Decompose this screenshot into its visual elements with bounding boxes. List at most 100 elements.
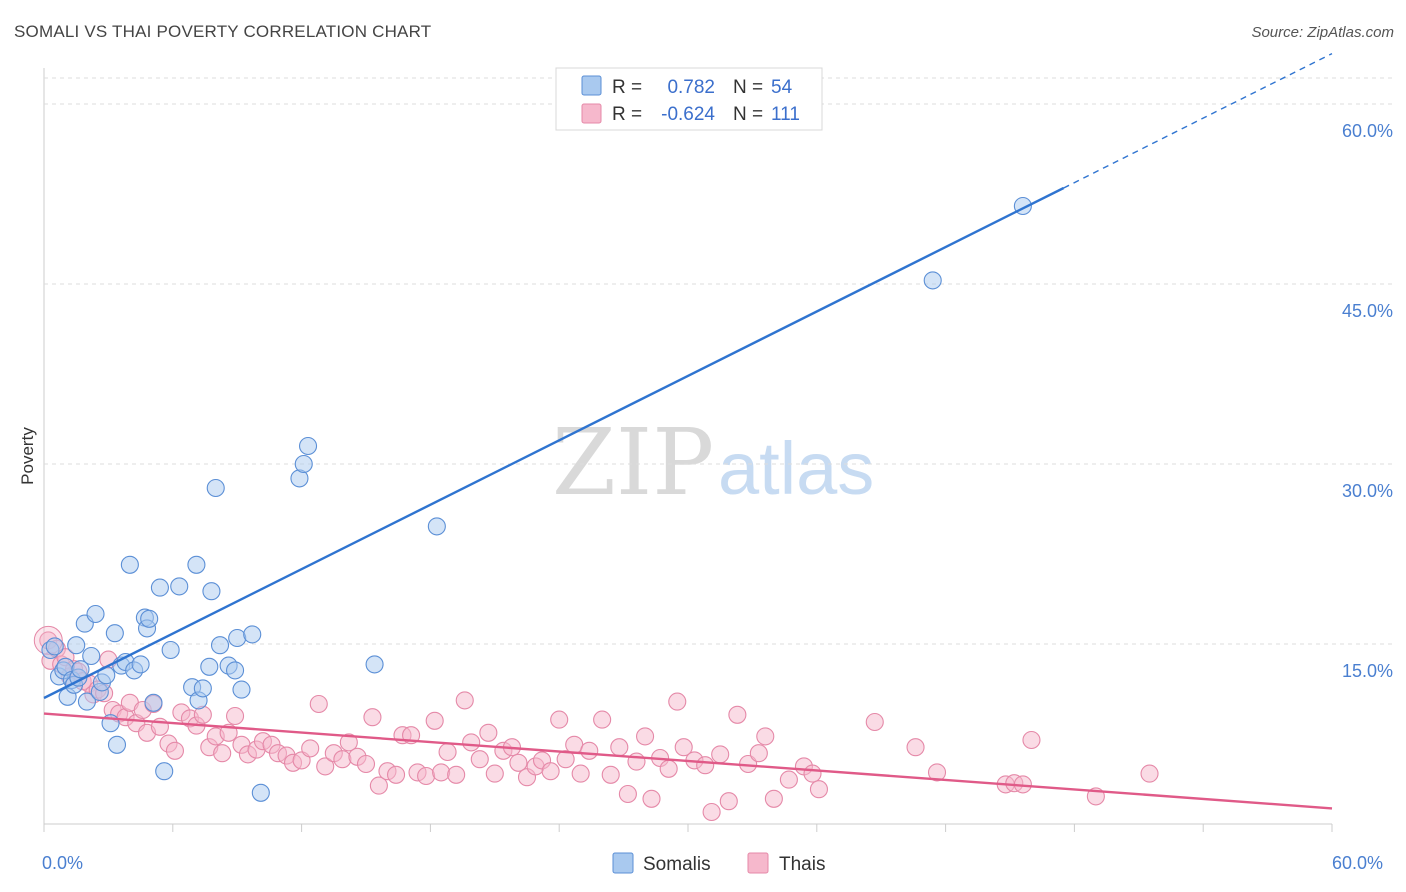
thai-point: [309, 694, 328, 714]
somali-point: [228, 628, 247, 648]
thais-legend-label: Thais: [779, 854, 825, 875]
thai-point: [749, 744, 768, 763]
somali-point: [202, 582, 221, 601]
thai-point: [438, 742, 457, 762]
thai-n-label: N =: [733, 104, 763, 125]
somali-n-label: N =: [733, 77, 763, 98]
thai-point: [601, 765, 620, 784]
somali-point: [86, 604, 105, 624]
somalis-legend-swatch: [612, 852, 634, 874]
thai-point: [659, 759, 678, 778]
thai-point: [226, 706, 245, 726]
trendlines: [43, 52, 1333, 810]
somali-point: [150, 578, 169, 597]
thai-point: [593, 710, 612, 729]
somali-point: [107, 735, 127, 754]
y-tick-label: 60.0%: [1342, 121, 1393, 141]
thai-point: [316, 757, 335, 776]
somali-point: [251, 783, 270, 802]
thai-point: [779, 770, 798, 789]
thai-legend-swatch: [581, 103, 602, 124]
somali-r-label: R =: [612, 77, 642, 98]
somali-point: [105, 624, 124, 643]
thai-n-value: 111: [771, 104, 800, 125]
thai-point: [803, 764, 822, 783]
somali-legend-swatch: [581, 75, 602, 96]
somali-trendline: [43, 186, 1065, 700]
thai-point: [485, 764, 504, 783]
somali-point: [365, 655, 384, 674]
somalis-legend-label: Somalis: [643, 854, 711, 875]
watermark-zip: ZIP: [552, 409, 714, 516]
thai-point: [556, 750, 575, 769]
somali-point: [187, 555, 206, 574]
thai-point: [565, 735, 584, 754]
y-tick-label: 45.0%: [1342, 301, 1393, 321]
thai-r-label: R =: [612, 104, 642, 125]
thai-point: [550, 710, 569, 729]
thai-point: [927, 763, 947, 782]
thai-point: [696, 756, 715, 775]
thai-point: [1140, 764, 1159, 783]
thai-point: [447, 765, 466, 784]
somali-point: [206, 478, 225, 498]
thai-point: [165, 741, 184, 760]
thai-point: [906, 738, 925, 757]
thai-point: [756, 727, 775, 746]
somali-point: [294, 454, 313, 474]
thai-point: [636, 727, 655, 746]
somali-point: [144, 693, 163, 712]
thai-point: [462, 733, 481, 752]
thai-point: [580, 741, 599, 760]
thai-point: [728, 705, 747, 724]
thai-point: [668, 692, 687, 711]
somali-n-value: 54: [771, 77, 793, 98]
thai-point: [339, 733, 358, 752]
somali-point: [210, 636, 230, 655]
thai-point: [509, 753, 528, 772]
thai-points: [33, 625, 1159, 822]
somali-point: [161, 640, 180, 660]
source-credit: Source: ZipAtlas.com: [1251, 24, 1394, 41]
somali-trendline-extension: [1063, 52, 1333, 189]
somali-point: [140, 609, 159, 628]
x-tick-label-max: 60.0%: [1332, 853, 1383, 873]
somali-point: [67, 636, 86, 655]
thai-point: [711, 745, 730, 764]
series-legend: Somalis Thais: [612, 852, 825, 875]
thai-trendline: [43, 712, 1333, 810]
thai-point: [610, 738, 629, 757]
watermark-atlas: atlas: [718, 427, 874, 510]
thai-point: [618, 784, 637, 804]
stats-legend: R = 0.782 N = 54 R = -0.624 N = 111: [555, 67, 823, 131]
y-tick-label: 30.0%: [1342, 481, 1393, 501]
somali-point: [131, 655, 150, 674]
thai-point: [541, 762, 560, 781]
thai-r-value: -0.624: [661, 104, 715, 125]
y-axis-label: Poverty: [18, 427, 37, 485]
somali-point: [170, 577, 189, 596]
somali-point: [226, 661, 245, 680]
somali-point: [120, 555, 139, 574]
somali-point: [243, 625, 262, 644]
somali-point: [82, 646, 101, 666]
somali-point: [45, 637, 64, 656]
thai-point: [417, 766, 436, 786]
y-axis-tick-labels: 15.0% 30.0% 45.0% 60.0%: [1342, 121, 1393, 681]
somali-point: [923, 271, 942, 290]
thai-point: [356, 754, 376, 774]
thai-point: [213, 744, 232, 763]
y-tick-label: 15.0%: [1342, 661, 1393, 681]
somali-r-value: 0.782: [667, 77, 715, 98]
thai-point: [674, 738, 693, 757]
thai-point: [642, 789, 661, 808]
x-axis-ticks: [43, 824, 1333, 832]
somali-point: [193, 679, 212, 698]
somali-point: [77, 692, 96, 711]
somali-point: [427, 517, 446, 536]
thai-point: [865, 712, 884, 732]
thai-point: [702, 802, 721, 822]
thai-point: [764, 789, 783, 808]
thai-point: [301, 739, 320, 758]
